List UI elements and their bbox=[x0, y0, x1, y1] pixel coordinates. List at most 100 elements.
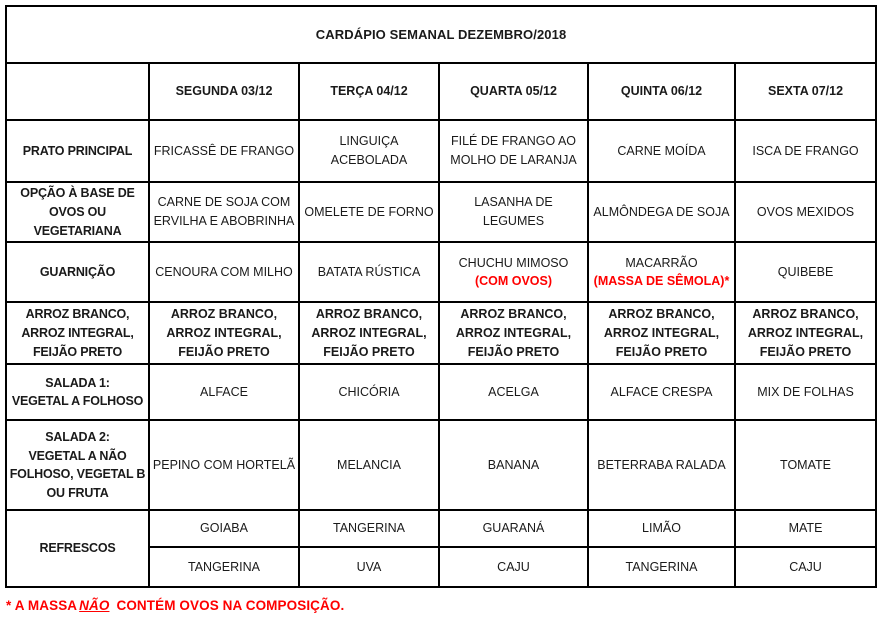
menu-cell-text: TOMATE bbox=[780, 457, 831, 472]
menu-cell: GUARANÁ bbox=[438, 509, 589, 549]
row-label-text: SALADA 2: VEGETAL A NÃO FOLHOSO, VEGETAL… bbox=[9, 429, 146, 500]
menu-cell-text: LASANHA DE LEGUMES bbox=[474, 195, 553, 229]
menu-cell: OMELETE DE FORNO bbox=[298, 180, 440, 244]
row-salada-2: SALADA 2: VEGETAL A NÃO FOLHOSO, VEGETAL… bbox=[5, 419, 878, 512]
menu-cell: OVOS MEXIDOS bbox=[733, 180, 878, 244]
menu-cell-red-note: (COM OVOS) bbox=[474, 274, 553, 289]
menu-cell-text: ARROZ BRANCO, ARROZ INTEGRAL, FEIJÃO PRE… bbox=[747, 307, 864, 359]
menu-cell: MIX DE FOLHAS bbox=[733, 363, 878, 422]
menu-cell-text: MIX DE FOLHAS bbox=[757, 384, 854, 399]
row-label-text: REFRESCOS bbox=[39, 541, 116, 556]
menu-cell: ISCA DE FRANGO bbox=[733, 119, 878, 183]
menu-cell: BETERRABA RALADA bbox=[587, 419, 736, 512]
menu-cell: UVA bbox=[298, 546, 440, 589]
day-header-sexta: SEXTA 07/12 bbox=[733, 62, 878, 121]
menu-cell: CHUCHU MIMOSO (COM OVOS) bbox=[438, 241, 589, 304]
menu-cell-text: BANANA bbox=[487, 457, 540, 472]
menu-cell-text: BETERRABA RALADA bbox=[597, 457, 726, 472]
menu-cell: CENOURA COM MILHO bbox=[148, 241, 300, 304]
menu-cell: ARROZ BRANCO, ARROZ INTEGRAL, FEIJÃO PRE… bbox=[148, 301, 300, 366]
title-row: CARDÁPIO SEMANAL DEZEMBRO/2018 bbox=[4, 5, 878, 64]
menu-cell-text: MACARRÃO bbox=[625, 255, 698, 270]
menu-cell: ACELGA bbox=[438, 363, 589, 422]
menu-cell-text: TANGERINA bbox=[333, 521, 405, 536]
row-label-text: OPÇÃO À BASE DE OVOS OU VEGETARIANA bbox=[20, 186, 135, 238]
row-label-arroz-feijao: ARROZ BRANCO, ARROZ INTEGRAL, FEIJÃO PRE… bbox=[5, 301, 150, 366]
menu-cell: ARROZ BRANCO, ARROZ INTEGRAL, FEIJÃO PRE… bbox=[298, 301, 440, 366]
menu-cell-text: CAJU bbox=[789, 559, 822, 574]
menu-cell: CARNE DE SOJA COM ERVILHA E ABOBRINHA bbox=[148, 180, 300, 244]
menu-cell-text: ISCA DE FRANGO bbox=[752, 143, 859, 158]
menu-cell: ALMÔNDEGA DE SOJA bbox=[587, 180, 736, 244]
menu-cell-text: OVOS MEXIDOS bbox=[756, 204, 855, 219]
menu-cell-text: CARNE DE SOJA COM ERVILHA E ABOBRINHA bbox=[153, 195, 295, 229]
row-label-text: GUARNIÇÃO bbox=[39, 264, 116, 279]
menu-cell: LINGUIÇA ACEBOLADA bbox=[298, 119, 440, 183]
menu-cell-text: MATE bbox=[788, 521, 823, 536]
menu-cell: CAJU bbox=[438, 546, 589, 589]
menu-cell-text: CENOURA COM MILHO bbox=[155, 264, 293, 279]
day-header-quinta: QUINTA 06/12 bbox=[587, 62, 736, 121]
menu-cell-red-note: (MASSA DE SÊMOLA)* bbox=[593, 274, 730, 289]
menu-cell-text: GUARANÁ bbox=[482, 521, 545, 536]
page-title: CARDÁPIO SEMANAL DEZEMBRO/2018 bbox=[4, 5, 878, 64]
row-label-text: PRATO PRINCIPAL bbox=[22, 143, 133, 158]
weekly-menu-table: CARDÁPIO SEMANAL DEZEMBRO/2018 SEGUNDA 0… bbox=[4, 5, 878, 589]
menu-cell: BATATA RÚSTICA bbox=[298, 241, 440, 304]
row-label-text: ARROZ BRANCO, ARROZ INTEGRAL, FEIJÃO PRE… bbox=[21, 307, 134, 359]
menu-cell-text: CHUCHU MIMOSO bbox=[458, 255, 569, 270]
row-refrescos-2: TANGERINA UVA CAJU TANGERINA CAJU bbox=[6, 546, 878, 589]
menu-cell: GOIABA bbox=[148, 509, 300, 549]
menu-cell: ARROZ BRANCO, ARROZ INTEGRAL, FEIJÃO PRE… bbox=[587, 301, 736, 366]
menu-cell: ALFACE bbox=[148, 363, 300, 422]
menu-cell: CHICÓRIA bbox=[298, 363, 440, 422]
menu-cell: TANGERINA bbox=[148, 546, 300, 589]
menu-cell-text: ACELGA bbox=[488, 384, 539, 399]
row-label-guarnicao: GUARNIÇÃO bbox=[5, 241, 150, 304]
menu-cell-text: CARNE MOÍDA bbox=[617, 143, 706, 158]
menu-cell: LASANHA DE LEGUMES bbox=[438, 180, 589, 244]
menu-cell-text: ALMÔNDEGA DE SOJA bbox=[593, 204, 730, 219]
menu-cell: MACARRÃO (MASSA DE SÊMOLA)* bbox=[587, 241, 736, 304]
menu-cell: ALFACE CRESPA bbox=[587, 363, 736, 422]
menu-cell: TANGERINA bbox=[298, 509, 440, 549]
footnote-prefix: * A MASSA bbox=[6, 598, 78, 614]
row-label-opcao-vegetariana: OPÇÃO À BASE DE OVOS OU VEGETARIANA bbox=[5, 180, 150, 244]
corner-empty-cell bbox=[5, 62, 150, 121]
menu-cell: FRICASSÊ DE FRANGO bbox=[148, 119, 300, 183]
menu-cell: PEPINO COM HORTELÃ bbox=[148, 419, 300, 512]
row-label-text: SALADA 1: VEGETAL A FOLHOSO bbox=[11, 375, 144, 409]
menu-cell: ARROZ BRANCO, ARROZ INTEGRAL, FEIJÃO PRE… bbox=[733, 301, 878, 366]
menu-cell-text: LINGUIÇA ACEBOLADA bbox=[330, 134, 408, 167]
menu-cell: ARROZ BRANCO, ARROZ INTEGRAL, FEIJÃO PRE… bbox=[438, 301, 589, 366]
menu-cell: MATE bbox=[733, 509, 878, 549]
day-header-terca: TERÇA 04/12 bbox=[298, 62, 440, 121]
menu-cell-text: LIMÃO bbox=[642, 521, 681, 536]
pasta-footnote: * A MASSA NÃO CONTÉM OVOS NA COMPOSIÇÃO. bbox=[6, 598, 879, 613]
menu-cell-text: MELANCIA bbox=[337, 457, 401, 472]
menu-cell: CARNE MOÍDA bbox=[587, 119, 736, 183]
row-label-salada-1: SALADA 1: VEGETAL A FOLHOSO bbox=[5, 363, 150, 422]
menu-cell-text: ARROZ BRANCO, ARROZ INTEGRAL, FEIJÃO PRE… bbox=[455, 307, 572, 359]
menu-cell-text: CAJU bbox=[497, 559, 530, 574]
menu-cell: QUIBEBE bbox=[733, 241, 878, 304]
menu-cell-text: ARROZ BRANCO, ARROZ INTEGRAL, FEIJÃO PRE… bbox=[166, 307, 282, 359]
menu-cell-text: FILÉ DE FRANGO AO MOLHO DE LARANJA bbox=[450, 134, 577, 167]
row-label-salada-2: SALADA 2: VEGETAL A NÃO FOLHOSO, VEGETAL… bbox=[5, 419, 150, 512]
menu-cell: LIMÃO bbox=[587, 509, 736, 549]
menu-cell-text: FRICASSÊ DE FRANGO bbox=[153, 143, 295, 158]
menu-cell: BANANA bbox=[438, 419, 589, 512]
row-label-prato-principal: PRATO PRINCIPAL bbox=[5, 119, 150, 183]
day-header-segunda: SEGUNDA 03/12 bbox=[148, 62, 300, 121]
menu-cell-text: QUIBEBE bbox=[777, 264, 834, 279]
row-guarnicao: GUARNIÇÃO CENOURA COM MILHO BATATA RÚSTI… bbox=[5, 241, 878, 304]
footnote-emphasized-word: NÃO bbox=[79, 598, 110, 614]
menu-cell-text: TANGERINA bbox=[625, 559, 698, 574]
menu-cell-text: BATATA RÚSTICA bbox=[317, 264, 421, 279]
menu-cell-text: ARROZ BRANCO, ARROZ INTEGRAL, FEIJÃO PRE… bbox=[311, 307, 427, 359]
menu-cell-text: ALFACE bbox=[200, 384, 248, 399]
menu-cell-text: UVA bbox=[356, 559, 382, 574]
menu-cell-text: CHICÓRIA bbox=[338, 384, 400, 399]
menu-cell-text: TANGERINA bbox=[188, 559, 260, 574]
menu-cell: CAJU bbox=[733, 546, 878, 589]
